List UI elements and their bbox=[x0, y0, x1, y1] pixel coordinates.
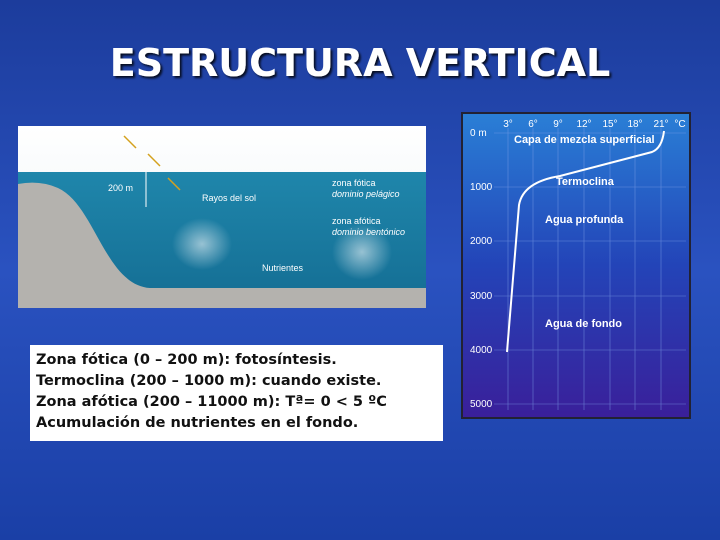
illus-label: dominio pelágico bbox=[332, 189, 400, 199]
temperature-curve bbox=[506, 130, 665, 353]
depth-label: 4000 bbox=[470, 345, 493, 356]
profile-chart: 3° 6° 9° 12° 15° 18° 21° °C 0 m 1000 2000 3000 4000 5… bbox=[461, 112, 691, 419]
temperature-label: 18° bbox=[627, 119, 642, 130]
temperature-label: 6° bbox=[528, 119, 538, 130]
depth-label: 3000 bbox=[470, 291, 493, 302]
illus-label: zona fótica bbox=[332, 178, 376, 188]
illus-label: dominio bentónico bbox=[332, 227, 405, 237]
temperature-label: 21° bbox=[653, 119, 668, 130]
layer-label: Capa de mezcla superficial bbox=[514, 134, 655, 146]
layer-label: Agua profunda bbox=[545, 214, 624, 226]
temperature-label: 15° bbox=[602, 119, 617, 130]
depth-label: 5000 bbox=[470, 399, 493, 410]
chart-frame bbox=[461, 112, 691, 419]
temperature-label: 12° bbox=[576, 119, 591, 130]
nutrient-cloud bbox=[172, 218, 232, 270]
layer-label: Agua de fondo bbox=[545, 318, 622, 330]
seabed bbox=[18, 182, 426, 308]
illus-label: Rayos del sol bbox=[202, 193, 256, 203]
temperature-label: 9° bbox=[553, 119, 563, 130]
text-line: Termoclina (200 – 1000 m): cuando existe… bbox=[36, 373, 381, 389]
temperature-label: °C bbox=[674, 119, 685, 130]
text-line: Zona afótica (200 – 11000 m): Tª= 0 < 5 … bbox=[36, 394, 387, 410]
slide-title: ESTRUCTURA VERTICAL bbox=[110, 41, 610, 85]
text-line: Acumulación de nutrientes en el fondo. bbox=[36, 415, 358, 431]
sun-rays bbox=[123, 135, 181, 191]
nutrient-cloud bbox=[332, 224, 392, 280]
depth-label: 2000 bbox=[470, 236, 493, 247]
illus-label: Nutrientes bbox=[262, 263, 304, 273]
illus-label: zona afótica bbox=[332, 216, 381, 226]
text-line: Zona fótica (0 – 200 m): fotosíntesis. bbox=[36, 352, 337, 368]
temperature-label: 3° bbox=[503, 119, 513, 130]
layer-label: Termoclina bbox=[556, 176, 615, 188]
depth-label: 0 m bbox=[470, 128, 487, 139]
illustration: 200 m Rayos del sol zona fótica dominio … bbox=[18, 126, 426, 308]
text-box-bg bbox=[30, 345, 443, 441]
chart-grid bbox=[494, 128, 686, 410]
text-box: Zona fótica (0 – 200 m): fotosíntesis. T… bbox=[30, 345, 443, 441]
illus-label: 200 m bbox=[108, 183, 133, 193]
depth-label: 1000 bbox=[470, 182, 493, 193]
